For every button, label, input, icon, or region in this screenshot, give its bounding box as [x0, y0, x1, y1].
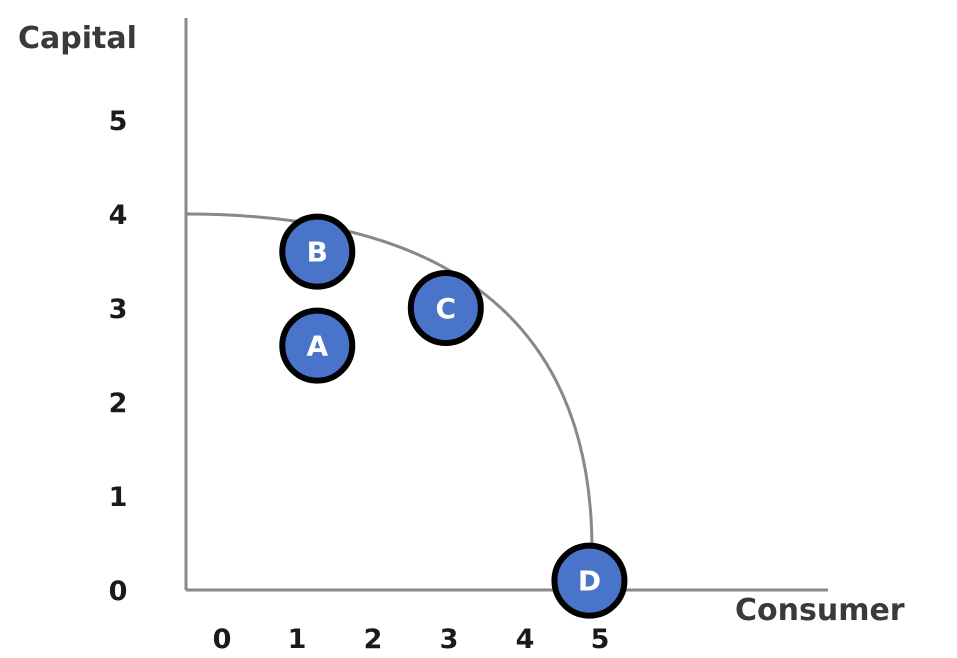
- y-tick-label: 1: [109, 482, 128, 513]
- x-tick-label: 0: [213, 624, 232, 655]
- point-d: D: [551, 542, 628, 619]
- ppf-curve: [185, 212, 594, 551]
- x-tick-label: 2: [364, 624, 383, 655]
- y-tick-label: 5: [109, 106, 128, 137]
- point-label: C: [436, 292, 457, 325]
- y-tick-label: 4: [109, 200, 128, 231]
- x-tick-label: 5: [591, 624, 610, 655]
- point-marker: [279, 213, 356, 290]
- point-marker: [551, 542, 628, 619]
- y-tick-label: 3: [109, 294, 128, 325]
- point-b: B: [279, 213, 356, 290]
- point-marker: [407, 270, 484, 346]
- y-tick-label: 0: [109, 576, 128, 607]
- x-axis-title: Consumer: [735, 593, 905, 628]
- point-label: A: [306, 330, 328, 363]
- point-label: D: [578, 565, 601, 598]
- points-layer: A B C D: [279, 213, 628, 619]
- x-tick-label: 3: [440, 624, 459, 655]
- x-tick-label: 1: [288, 624, 307, 655]
- y-tick-labels: 0 1 2 3 4 5: [109, 106, 128, 607]
- point-c: C: [407, 270, 484, 346]
- y-tick-label: 2: [109, 388, 128, 419]
- x-tick-labels: 0 1 2 3 4 5: [213, 624, 610, 655]
- y-axis-title: Capital: [18, 21, 137, 56]
- point-marker: [279, 307, 356, 384]
- point-a: A: [279, 307, 356, 384]
- point-label: B: [307, 236, 328, 269]
- x-tick-label: 4: [516, 624, 535, 655]
